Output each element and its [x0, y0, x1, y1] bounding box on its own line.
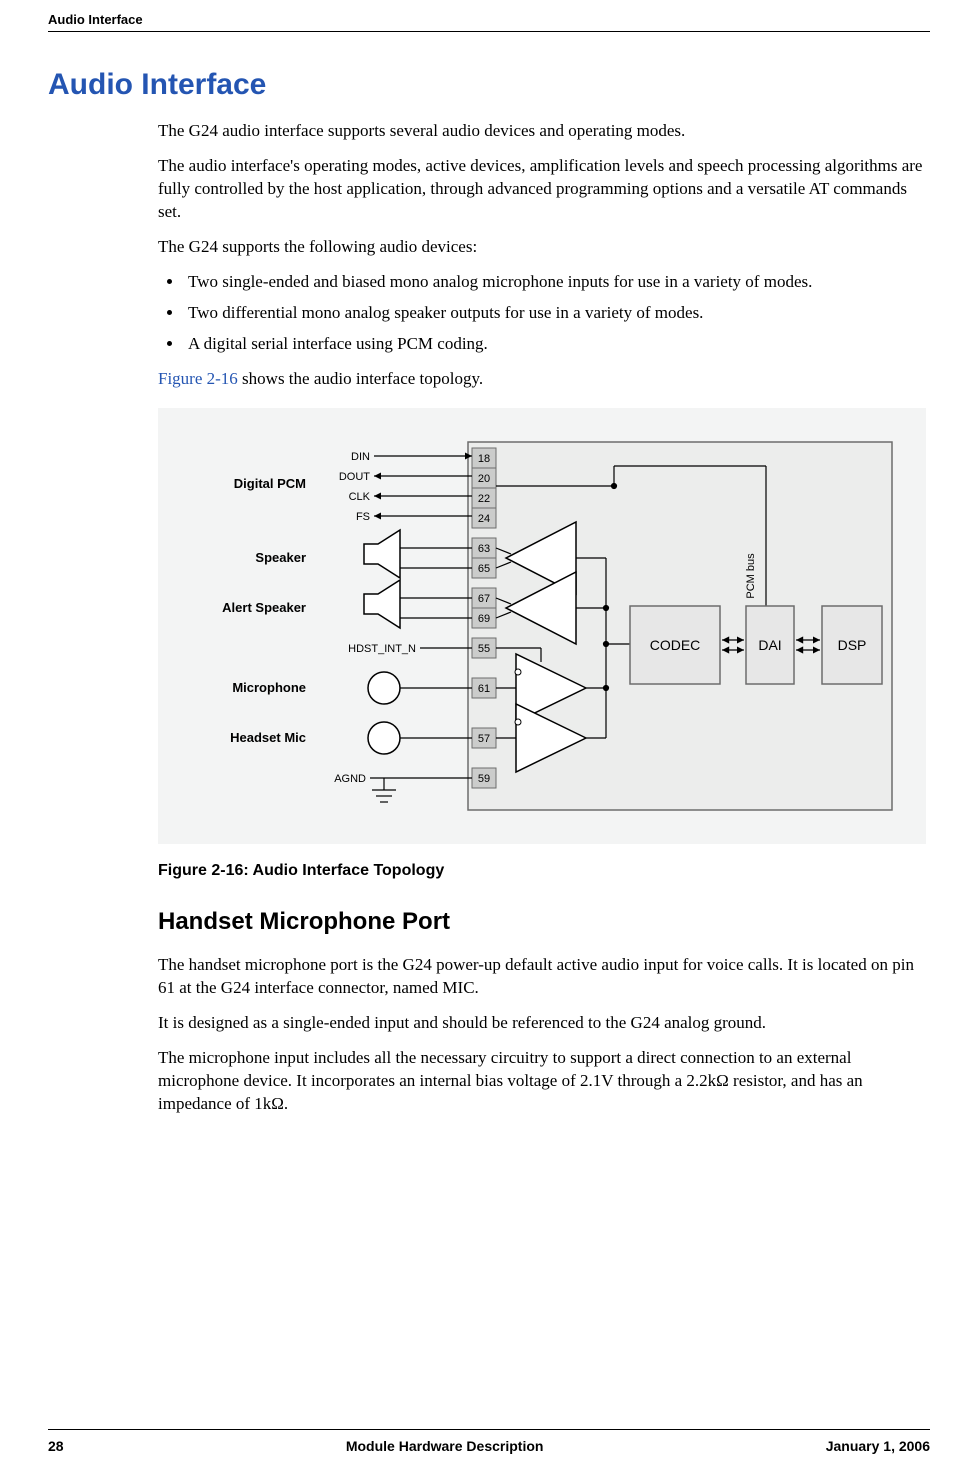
page-number: 28	[48, 1438, 64, 1454]
svg-text:PCM bus: PCM bus	[745, 553, 757, 599]
svg-text:55: 55	[478, 643, 490, 655]
bullet-list: Two single-ended and biased mono analog …	[158, 271, 930, 356]
paragraph: The G24 supports the following audio dev…	[158, 236, 930, 259]
paragraph: The microphone input includes all the ne…	[158, 1047, 930, 1116]
list-item: Two differential mono analog speaker out…	[184, 302, 930, 325]
svg-text:DOUT: DOUT	[339, 471, 370, 483]
paragraph: The audio interface's operating modes, a…	[158, 155, 930, 224]
paragraph-text: shows the audio interface topology.	[238, 369, 483, 388]
list-item: A digital serial interface using PCM cod…	[184, 333, 930, 356]
svg-text:FS: FS	[356, 511, 370, 523]
header-rule	[48, 31, 930, 32]
paragraph: The G24 audio interface supports several…	[158, 120, 930, 143]
paragraph: It is designed as a single-ended input a…	[158, 1012, 930, 1035]
svg-text:69: 69	[478, 613, 490, 625]
page-footer: 28 Module Hardware Description January 1…	[48, 1429, 930, 1454]
svg-text:59: 59	[478, 773, 490, 785]
svg-text:24: 24	[478, 513, 490, 525]
paragraph: Figure 2-16 shows the audio interface to…	[158, 368, 930, 391]
svg-text:Speaker: Speaker	[255, 550, 306, 565]
svg-text:65: 65	[478, 563, 490, 575]
svg-text:57: 57	[478, 733, 490, 745]
svg-text:22: 22	[478, 493, 490, 505]
figure-container: 18 20 22 24 63 65 67 69 55 61	[158, 408, 926, 844]
svg-text:HDST_INT_N: HDST_INT_N	[348, 643, 416, 655]
running-header: Audio Interface	[48, 0, 930, 31]
svg-text:67: 67	[478, 593, 490, 605]
subsection-title: Handset Microphone Port	[158, 908, 930, 936]
svg-text:61: 61	[478, 683, 490, 695]
svg-text:DSP: DSP	[838, 637, 867, 653]
svg-text:Digital PCM: Digital PCM	[234, 476, 306, 491]
paragraph: The handset microphone port is the G24 p…	[158, 954, 930, 1000]
figure-caption: Figure 2-16: Audio Interface Topology	[158, 862, 930, 880]
svg-text:DIN: DIN	[351, 451, 370, 463]
svg-text:DAI: DAI	[758, 637, 781, 653]
svg-text:18: 18	[478, 453, 490, 465]
footer-date: January 1, 2006	[826, 1438, 930, 1454]
footer-center: Module Hardware Description	[346, 1438, 544, 1454]
svg-text:CLK: CLK	[349, 491, 371, 503]
figure-link[interactable]: Figure 2-16	[158, 369, 238, 388]
svg-text:Alert Speaker: Alert Speaker	[222, 600, 306, 615]
svg-text:Headset Mic: Headset Mic	[230, 730, 306, 745]
svg-text:63: 63	[478, 543, 490, 555]
section-title: Audio Interface	[48, 68, 930, 102]
svg-text:Microphone: Microphone	[232, 680, 306, 695]
list-item: Two single-ended and biased mono analog …	[184, 271, 930, 294]
svg-text:CODEC: CODEC	[650, 637, 701, 653]
audio-topology-diagram: 18 20 22 24 63 65 67 69 55 61	[186, 436, 898, 816]
svg-text:AGND: AGND	[334, 773, 366, 785]
svg-text:20: 20	[478, 473, 490, 485]
